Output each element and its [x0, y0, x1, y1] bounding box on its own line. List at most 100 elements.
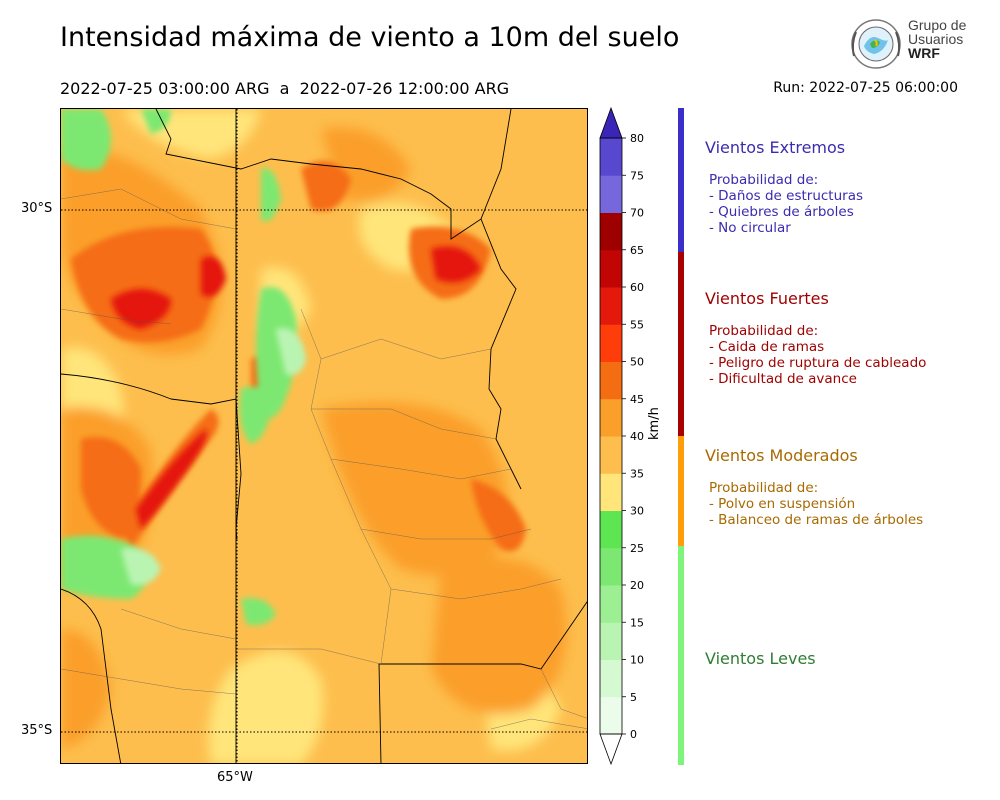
colorbar-band	[600, 249, 622, 288]
category-item: - Polvo en suspensión	[709, 496, 856, 512]
colorbar-tick-label: 10	[630, 654, 644, 667]
field-green	[241, 598, 276, 626]
colorbar-band	[600, 473, 622, 511]
department-border	[330, 458, 512, 480]
colorbar-band	[600, 361, 622, 400]
field-green	[141, 109, 171, 134]
field-orange	[321, 402, 508, 576]
department-border	[490, 718, 587, 730]
colorbar-tick-label: 40	[630, 430, 644, 443]
field-red	[111, 289, 171, 329]
chart-title: Intensidad máxima de viento a 10m del su…	[60, 22, 680, 53]
department-border	[320, 338, 492, 360]
category-heading: Probabilidad de:	[709, 323, 819, 339]
colorbar-extend-min	[599, 733, 623, 766]
wind-map	[60, 108, 588, 764]
field-red	[201, 256, 226, 297]
lon-label: 65°W	[217, 770, 253, 785]
field-green	[121, 548, 161, 585]
colorbar-band	[600, 175, 622, 213]
field-red	[136, 429, 207, 529]
wind-field-svg	[61, 109, 587, 763]
category-item: - Quiebres de árboles	[709, 204, 854, 220]
department-border	[61, 308, 172, 325]
category-heading: Probabilidad de:	[709, 480, 819, 496]
logo-text: Grupo de Usuarios WRF	[908, 18, 966, 60]
field-light-yellow	[208, 651, 324, 763]
logo: Grupo de Usuarios WRF	[848, 16, 973, 72]
category-item: - No circular	[709, 220, 791, 236]
category-bar	[678, 436, 684, 546]
colorbar-band	[600, 622, 622, 660]
logo-line-1: Grupo de	[908, 17, 967, 33]
logo-line-3: WRF	[908, 45, 940, 61]
colorbar-tick-label: 20	[630, 579, 644, 592]
province-border	[378, 601, 587, 763]
field-green	[276, 328, 306, 375]
category-title: Vientos Moderados	[705, 446, 858, 465]
lat-label-north: 30°S	[21, 201, 53, 216]
colorbar-band	[600, 398, 622, 437]
colorbar-extend-max	[599, 106, 623, 139]
run-label: Run: 2022-07-25 06:00:00	[773, 80, 958, 96]
category-bar	[678, 546, 684, 765]
category-bar	[678, 252, 684, 436]
colorbar-band	[600, 324, 622, 362]
colorbar-tick-label: 45	[630, 393, 644, 406]
colorbar-tick-label: 5	[630, 691, 637, 704]
field-orange	[431, 557, 567, 714]
category-title: Vientos Extremos	[705, 138, 846, 157]
category-title: Vientos Fuertes	[705, 289, 829, 308]
province-border	[155, 109, 522, 490]
category-bar	[678, 108, 684, 252]
department-border	[540, 668, 587, 719]
colorbar-band	[600, 212, 622, 251]
province-border	[61, 588, 122, 763]
colorbar-tick-label: 25	[630, 542, 644, 555]
field-green	[61, 109, 111, 171]
field-red-orange	[81, 437, 141, 539]
colorbar-band	[600, 138, 622, 176]
province-border	[480, 109, 512, 220]
colorbar-unit: km/h	[647, 407, 662, 440]
colorbar-band	[600, 436, 622, 474]
field-red	[431, 246, 481, 283]
colorbar-band	[600, 287, 622, 325]
lat-label-south: 35°S	[21, 723, 53, 738]
colorbar-band	[600, 696, 622, 735]
logo-emblem-icon	[851, 19, 901, 69]
colorbar-band	[600, 659, 622, 698]
colorbar: 0 5 10 15 20 25 30 35 40 45 50 55 60 65 70 75 80	[596, 100, 656, 770]
field-green	[239, 386, 271, 444]
colorbar-tick-label: 30	[630, 505, 644, 518]
field-red-orange	[471, 479, 526, 552]
colorbar-tick-label: 80	[630, 132, 644, 145]
department-border	[360, 528, 532, 540]
category-heading: Probabilidad de:	[709, 172, 819, 188]
department-border	[61, 668, 237, 695]
colorbar-svg: 0 5 10 15 20 25 30 35 40 45 50 55 60 65 70 75 80	[599, 106, 644, 766]
category-item: - Dificultad de avance	[709, 371, 857, 387]
field-orange	[61, 629, 111, 749]
logo-line-2: Usuarios	[908, 31, 964, 47]
colorbar-tick-label: 35	[630, 467, 644, 480]
colorbar-tick-label: 60	[630, 281, 644, 294]
chart-period: 2022-07-25 03:00:00 ARG a 2022-07-26 12:…	[60, 79, 510, 98]
department-border	[311, 408, 497, 440]
field-red-orange	[71, 227, 216, 343]
colorbar-tick-label: 75	[630, 169, 644, 182]
colorbar-band	[600, 547, 622, 586]
colorbar-band	[600, 510, 622, 549]
category-item: - Daños de estructuras	[709, 188, 864, 204]
department-border	[120, 608, 237, 640]
colorbar-tick-label: 15	[630, 616, 644, 629]
department-border	[390, 578, 562, 600]
colorbar-tick-label: 50	[630, 356, 644, 369]
colorbar-tick-label: 65	[630, 244, 644, 257]
category-item: - Caida de ramas	[709, 339, 825, 355]
field-red-orange	[301, 161, 351, 211]
colorbar-tick-label: 55	[630, 318, 644, 331]
department-border	[236, 648, 382, 665]
colorbar-tick-label: 0	[630, 728, 637, 741]
colorbar-tick-label: 70	[630, 207, 644, 220]
